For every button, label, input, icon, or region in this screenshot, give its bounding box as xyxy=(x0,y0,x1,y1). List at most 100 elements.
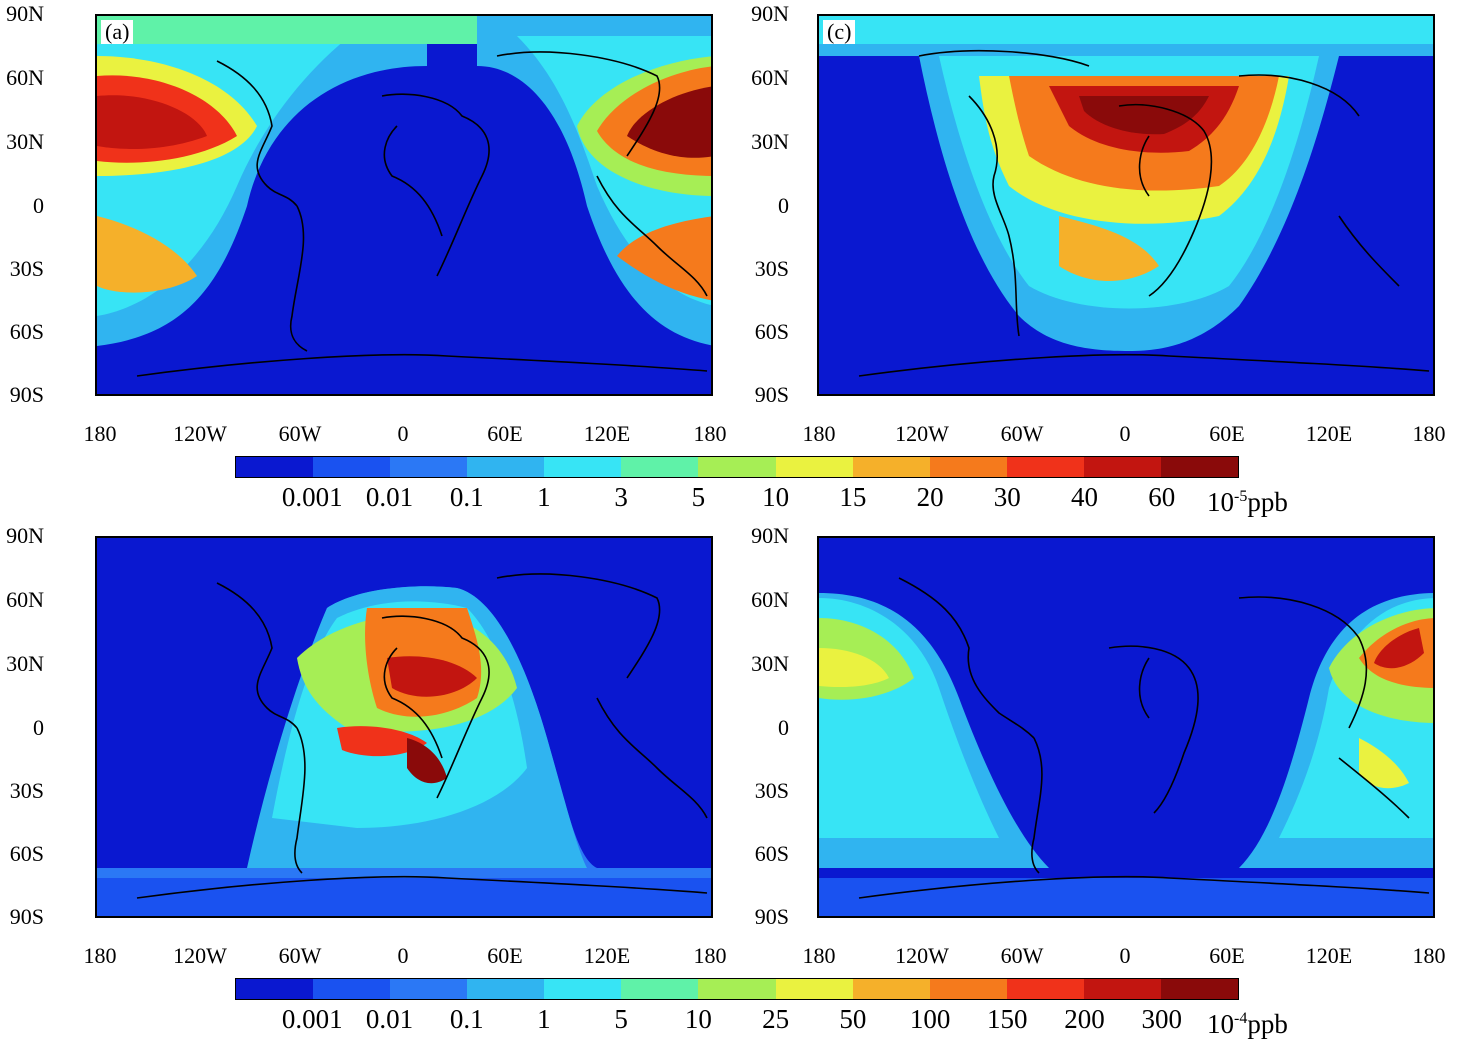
colorbar-swatch xyxy=(467,979,545,999)
lat-tick: 60S xyxy=(754,319,789,344)
colorbar-swatch xyxy=(698,457,776,477)
colorbar-label: 30 xyxy=(993,482,1021,512)
unit-tail: ppb xyxy=(1247,1009,1288,1039)
colorbar-label: 20 xyxy=(916,482,944,512)
lat-tick: 30N xyxy=(6,129,44,154)
colorbar-swatch xyxy=(775,979,853,999)
map-panel-b: 90N 60N 30N 0 30S 60S 90S 180 120W 60W 0… xyxy=(0,522,730,982)
colorbar-swatch xyxy=(390,457,468,477)
colorbar-bottom-unit: 10-4ppb xyxy=(1207,1005,1288,1038)
lon-tick: 180 xyxy=(1412,421,1446,446)
lon-tick: 180 xyxy=(802,943,836,968)
colorbar-label: 100 xyxy=(909,1004,951,1034)
colorbar-swatch xyxy=(544,979,622,999)
lon-tick: 120E xyxy=(583,421,631,446)
lon-tick: 60E xyxy=(1209,421,1245,446)
colorbar-swatch xyxy=(621,979,699,999)
colorbar-swatch xyxy=(313,979,391,999)
colorbar-swatch xyxy=(852,979,930,999)
lat-tick: 90S xyxy=(754,904,789,929)
colorbar-swatch xyxy=(1160,979,1239,999)
colorbar-label: 10 xyxy=(684,1004,712,1034)
lat-tick: 90N xyxy=(751,523,789,548)
map-panel-c: (c) 90N 60N 30N 0 30S 60S 90S 180 120W 6… xyxy=(722,0,1473,470)
lat-tick: 90S xyxy=(9,904,44,929)
lat-tick: 0 xyxy=(33,715,44,740)
lon-tick: 0 xyxy=(1119,421,1131,446)
colorbar-label: 0.1 xyxy=(449,1004,484,1034)
colorbar-swatch xyxy=(1083,457,1161,477)
lat-tick: 90N xyxy=(6,523,44,548)
lat-tick: 30N xyxy=(751,129,789,154)
lon-tick: 180 xyxy=(693,421,727,446)
colorbar-label: 40 xyxy=(1071,482,1099,512)
colorbar-bottom-boxes xyxy=(235,978,1239,1000)
unit-base: 10 xyxy=(1207,487,1234,517)
colorbar-label: 0.1 xyxy=(449,482,484,512)
lon-tick: 60W xyxy=(1000,421,1044,446)
lon-tick: 60W xyxy=(1000,943,1044,968)
colorbar-label: 1 xyxy=(537,1004,551,1034)
lat-tick: 0 xyxy=(33,193,44,218)
map-panel-a: (a) 90N 60N 30N 0 30S 60S 90S 180 120W 6… xyxy=(0,0,730,470)
lat-tick: 60S xyxy=(9,319,44,344)
colorbar-swatch xyxy=(390,979,468,999)
colorbar-swatch xyxy=(236,457,314,477)
colorbar-label: 1 xyxy=(537,482,551,512)
colorbar-label: 10 xyxy=(762,482,790,512)
colorbar-swatch xyxy=(1006,457,1084,477)
colorbar-swatch xyxy=(1006,979,1084,999)
lat-tick: 0 xyxy=(778,715,789,740)
lon-tick: 60W xyxy=(278,421,322,446)
lon-tick: 0 xyxy=(1119,943,1131,968)
colorbar-label: 25 xyxy=(762,1004,790,1034)
map-a: (a) xyxy=(95,14,713,396)
lon-tick: 180 xyxy=(693,943,727,968)
map-panel-d: 90N 60N 30N 0 30S 60S 90S 180 120W 60W 0… xyxy=(722,522,1473,982)
lat-tick: 60S xyxy=(754,841,789,866)
lat-tick: 90S xyxy=(9,382,44,407)
lat-tick: 30S xyxy=(9,778,44,803)
colorbar-top-unit: 10-5ppb xyxy=(1207,483,1288,516)
colorbar-label: 150 xyxy=(987,1004,1028,1034)
lon-tick: 120E xyxy=(1305,943,1353,968)
lat-tick: 60N xyxy=(6,65,44,90)
colorbar-label: 0.01 xyxy=(365,482,414,512)
lon-tick: 120E xyxy=(583,943,631,968)
unit-exponent: -5 xyxy=(1234,488,1248,505)
lat-tick: 60N xyxy=(6,587,44,612)
panel-label-c: (c) xyxy=(823,20,856,44)
lat-tick: 60S xyxy=(9,841,44,866)
colorbar-label: 300 xyxy=(1141,1004,1183,1034)
colorbar-top-boxes xyxy=(235,456,1239,478)
field-a xyxy=(97,16,711,394)
lat-tick: 30S xyxy=(754,256,789,281)
lon-tick: 180 xyxy=(83,943,117,968)
lat-tick: 60N xyxy=(751,65,789,90)
lon-tick: 180 xyxy=(1412,943,1446,968)
lon-tick: 120W xyxy=(173,943,227,968)
colorbar-label: 200 xyxy=(1064,1004,1105,1034)
colorbar-label: 5 xyxy=(691,482,706,512)
lat-tick: 30S xyxy=(754,778,789,803)
colorbar-swatch xyxy=(1083,979,1161,999)
lon-tick: 180 xyxy=(83,421,117,446)
lat-tick: 90S xyxy=(754,382,789,407)
colorbar-swatch xyxy=(236,979,314,999)
map-d xyxy=(817,536,1435,918)
colorbar-label: 15 xyxy=(839,482,867,512)
colorbar-swatch xyxy=(313,457,391,477)
unit-exponent: -4 xyxy=(1234,1010,1248,1027)
colorbar-label: 0.01 xyxy=(365,1004,414,1034)
lat-tick: 30S xyxy=(9,256,44,281)
lat-tick: 30N xyxy=(751,651,789,676)
lat-tick: 90N xyxy=(751,1,789,26)
field-b xyxy=(97,538,711,916)
unit-tail: ppb xyxy=(1247,487,1288,517)
lon-tick: 120W xyxy=(895,421,949,446)
lon-tick: 60E xyxy=(1209,943,1245,968)
colorbar-swatch xyxy=(544,457,622,477)
lat-tick: 90N xyxy=(6,1,44,26)
panel-label-a: (a) xyxy=(101,20,134,44)
colorbar-swatch xyxy=(467,457,545,477)
